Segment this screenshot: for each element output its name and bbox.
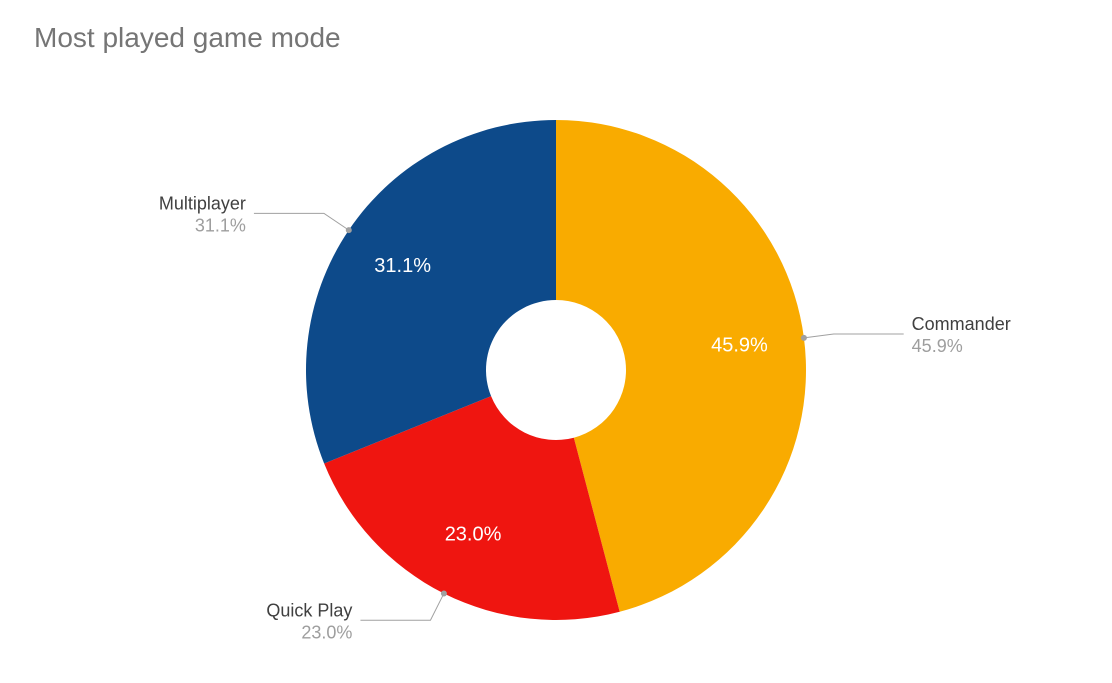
donut-chart: 45.9%23.0%31.1% Commander45.9%Quick Play… [0, 0, 1112, 683]
slice-value-label: 23.0% [445, 524, 502, 546]
callout-pct: 23.0% [301, 622, 352, 642]
leader-line [254, 213, 349, 230]
slice-value-label: 31.1% [374, 255, 431, 277]
callout-pct: 31.1% [195, 215, 246, 235]
slice-multiplayer [306, 120, 556, 463]
slice-value-label: 45.9% [711, 335, 768, 357]
callout-name: Multiplayer [159, 193, 246, 213]
callout-name: Commander [912, 314, 1011, 334]
callout-pct: 45.9% [912, 336, 963, 356]
leader-dot [801, 335, 807, 341]
leader-line [360, 593, 443, 620]
callout-name: Quick Play [266, 600, 352, 620]
leader-dot [346, 227, 352, 233]
leader-line [804, 334, 904, 338]
leader-dot [441, 590, 447, 596]
